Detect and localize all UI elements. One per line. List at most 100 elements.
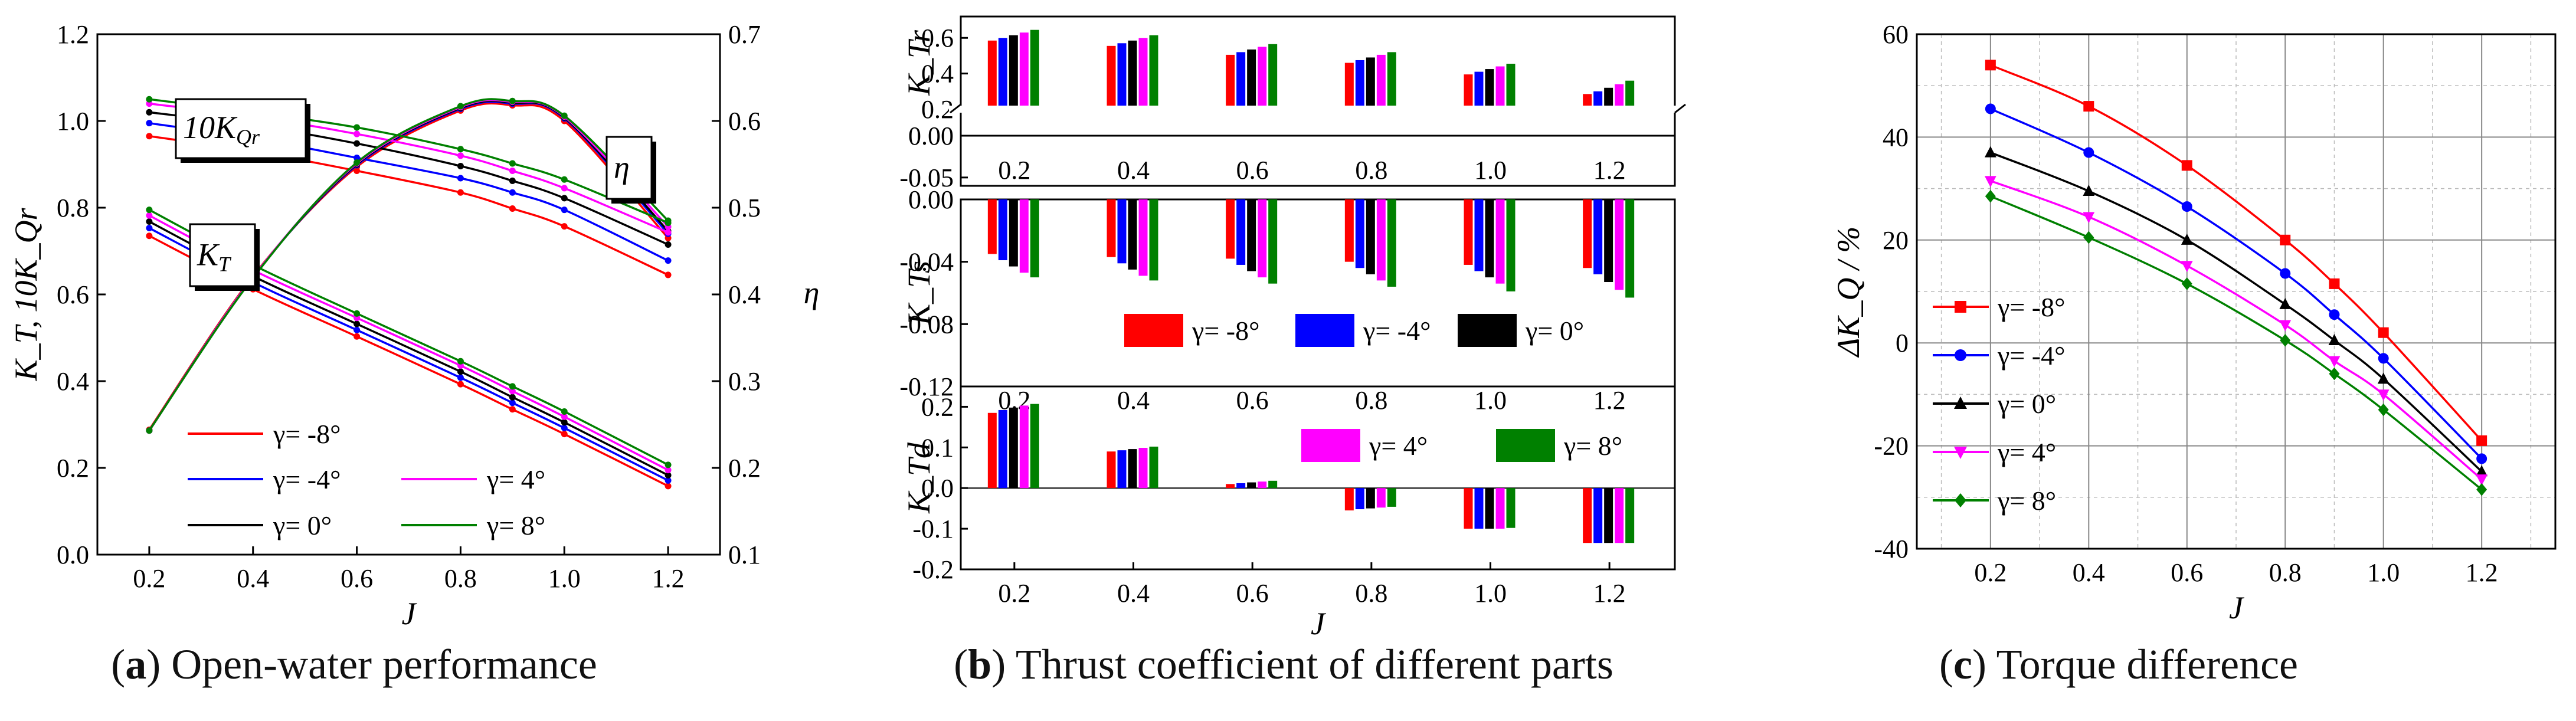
point-c-3 xyxy=(2083,212,2095,224)
point-c-0 xyxy=(2329,278,2340,289)
y-axis-title-b3: K_Td xyxy=(901,442,937,514)
point-a-KQ10 xyxy=(457,152,464,159)
point-a-KQ10 xyxy=(665,229,672,236)
y2-tick-label-a: 0.7 xyxy=(728,20,761,49)
point-a-KQ10 xyxy=(146,120,153,127)
cat-label-b3: 0.8 xyxy=(1355,579,1387,608)
y2-tick-label-a: 0.5 xyxy=(728,194,761,222)
annot-kt xyxy=(189,223,256,287)
bar-b1-5-3 xyxy=(1615,199,1624,290)
point-c-2 xyxy=(2279,298,2292,309)
x-tick-label-a: 0.8 xyxy=(444,564,477,593)
legend-label-c-1: γ= -4° xyxy=(1997,340,2065,371)
point-c-1 xyxy=(2083,147,2094,158)
bar-b2-1-4 xyxy=(1149,446,1158,489)
bar-b1-0-1 xyxy=(998,199,1007,261)
point-c-0 xyxy=(2181,160,2192,171)
point-c-1 xyxy=(2280,268,2291,279)
point-c-0 xyxy=(2378,327,2389,338)
point-a-KQ10 xyxy=(665,271,672,278)
bar-b2-3-4 xyxy=(1387,488,1396,507)
cat-label-b1: 0.8 xyxy=(1355,156,1387,185)
x-tick-label-a: 1.0 xyxy=(548,564,581,593)
cat-label-b1: 1.0 xyxy=(1474,156,1507,185)
y2-tick-label-a: 0.6 xyxy=(728,107,761,136)
bar-b2-0-1 xyxy=(998,409,1007,489)
axis-break-b1 xyxy=(949,106,1687,113)
point-c-2 xyxy=(2328,334,2341,345)
bar-b2-4-2 xyxy=(1485,488,1494,529)
bar-b1-5-4 xyxy=(1625,199,1635,298)
x-axis-title-b: J xyxy=(1311,606,1327,641)
y-axis-title-b2: K_Ts xyxy=(901,261,937,326)
y-tick-label-b2: -0.04 xyxy=(899,248,954,277)
x-axis-title-c: J xyxy=(2229,590,2245,625)
legend-label-c-2: γ= 0° xyxy=(1997,389,2056,419)
bar-b2-1-3 xyxy=(1138,448,1148,489)
x-tick-label-a: 0.6 xyxy=(341,564,373,593)
legend-label-c-0: γ= -8° xyxy=(1997,292,2065,322)
bar-b0-1-1 xyxy=(1117,43,1127,109)
cat-label-b2: 0.4 xyxy=(1117,386,1150,415)
y-tick-label-c: -20 xyxy=(1874,432,1909,461)
point-c-4 xyxy=(2476,483,2487,496)
x-tick-label-a: 1.2 xyxy=(652,564,685,593)
y-tick-label-b3: -0.2 xyxy=(912,555,954,584)
bar-b0-1-0 xyxy=(1107,45,1116,109)
bar-b1-3-0 xyxy=(1344,199,1354,262)
point-a-KT xyxy=(561,408,568,415)
legend-marker-c-4 xyxy=(1955,493,1966,507)
point-a-KQ10 xyxy=(509,177,516,184)
panel-frame-b3 xyxy=(960,385,1676,571)
legend-label-a-0: γ= -8° xyxy=(273,419,341,449)
bar-b0-5-3 xyxy=(1615,84,1624,109)
cat-label-b3: 1.2 xyxy=(1593,579,1626,608)
y-tick-label-c: -40 xyxy=(1874,535,1909,563)
bar-b1-1-2 xyxy=(1128,199,1137,270)
point-a-KT xyxy=(146,218,153,225)
bar-b1-0-4 xyxy=(1030,199,1039,278)
bar-b1-1-1 xyxy=(1117,199,1127,264)
y-tick-label-a: 0.2 xyxy=(57,454,89,483)
point-a-eta xyxy=(665,217,672,224)
cat-label-b1: 1.2 xyxy=(1593,156,1626,185)
y2-tick-label-a: 0.1 xyxy=(728,540,761,569)
legend-swatch-b-2 xyxy=(1458,314,1517,347)
point-a-eta xyxy=(561,112,568,119)
point-a-KT xyxy=(146,232,153,240)
bar-b0-0-1 xyxy=(998,38,1007,109)
y-tick-label-c: 0 xyxy=(1896,329,1909,358)
bar-b0-2-4 xyxy=(1268,44,1278,109)
bar-b2-0-2 xyxy=(1009,407,1018,489)
bar-b1-2-4 xyxy=(1268,199,1278,284)
point-a-KQ10 xyxy=(353,124,361,131)
point-c-3 xyxy=(2476,474,2488,486)
cat-label-b2: 0.8 xyxy=(1355,386,1387,415)
bar-b2-0-4 xyxy=(1030,404,1039,489)
point-a-KQ10 xyxy=(146,96,153,103)
legend-swatch-b-4 xyxy=(1496,429,1555,462)
x-tick-label-c: 0.6 xyxy=(2171,558,2203,587)
bar-b2-4-0 xyxy=(1464,488,1473,529)
legend-marker-c-1 xyxy=(1955,349,1966,361)
point-a-KT xyxy=(353,320,361,327)
x-tick-label-c: 0.8 xyxy=(2269,558,2302,587)
bar-b0-2-0 xyxy=(1226,54,1235,109)
point-a-KQ10 xyxy=(509,205,516,212)
line-a-eta-4 xyxy=(148,98,669,431)
point-c-4 xyxy=(2083,231,2094,244)
bar-b2-2-3 xyxy=(1258,481,1267,489)
panel-frame-b2 xyxy=(960,198,1676,388)
point-c-1 xyxy=(2476,453,2487,464)
x-tick-label-c: 1.2 xyxy=(2466,558,2498,587)
point-c-1 xyxy=(1985,103,1996,114)
point-a-eta xyxy=(509,97,516,104)
legend-label-a-2: γ= 0° xyxy=(273,510,332,540)
bar-b1-1-4 xyxy=(1149,199,1158,281)
chart-a: 0.2 0.4 0.6 0.8 1.0 1.2 0.0 0.2 0.4 0.6 0.8 1.0 1.2 0… xyxy=(8,20,819,631)
y-tick-label-c: 20 xyxy=(1883,226,1909,255)
point-a-KQ10 xyxy=(457,146,464,153)
point-a-KT xyxy=(353,310,361,317)
bar-b0-4-4 xyxy=(1506,64,1516,109)
